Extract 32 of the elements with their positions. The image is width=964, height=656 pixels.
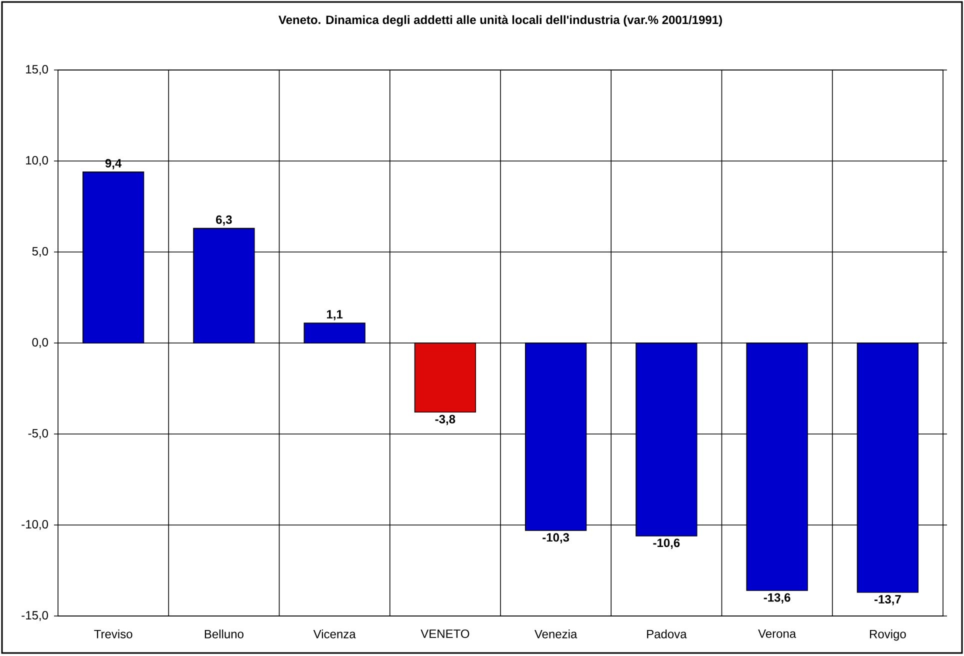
- y-tick-label: 0,0: [32, 338, 48, 348]
- x-tick-label: Padova: [647, 630, 687, 638]
- x-tick-label: Verona: [758, 630, 796, 638]
- data-label: 1,1: [326, 310, 343, 320]
- data-label: 6,3: [216, 215, 232, 226]
- data-label: -13,7: [874, 595, 901, 606]
- y-tick-label: -15,0: [22, 611, 48, 621]
- x-tick-label: Rovigo: [870, 630, 906, 641]
- x-tick-label: VENETO: [420, 630, 470, 638]
- bar: [82, 172, 144, 344]
- y-tick-label: -10,0: [22, 520, 48, 530]
- x-tick-label: Venezia: [534, 630, 578, 638]
- data-label: -10,3: [542, 533, 570, 544]
- x-tick-label: Vicenza: [313, 630, 356, 638]
- data-label: -10,6: [653, 538, 680, 549]
- data-label: -3,8: [435, 414, 456, 426]
- x-tick-label: Belluno: [204, 630, 244, 638]
- y-tick-label: 15,0: [26, 65, 48, 75]
- data-label: 9,4: [105, 158, 122, 170]
- x-tick-label: Treviso: [94, 630, 132, 638]
- data-label: -13,6: [764, 593, 790, 604]
- bar: [524, 342, 587, 531]
- chart-title: Veneto. Dinamica degli addetti alle unità locali dell'industria (var.% 2001/1991): [278, 15, 722, 27]
- y-tick-label: 5,0: [32, 247, 48, 257]
- bar: [856, 342, 919, 593]
- y-tick-label: -5,0: [28, 429, 48, 439]
- bar: [304, 322, 366, 344]
- bar: [746, 342, 808, 591]
- bar: [414, 342, 476, 413]
- y-tick-label: 10,0: [26, 156, 48, 166]
- bar: [193, 228, 255, 344]
- bar: [636, 342, 698, 536]
